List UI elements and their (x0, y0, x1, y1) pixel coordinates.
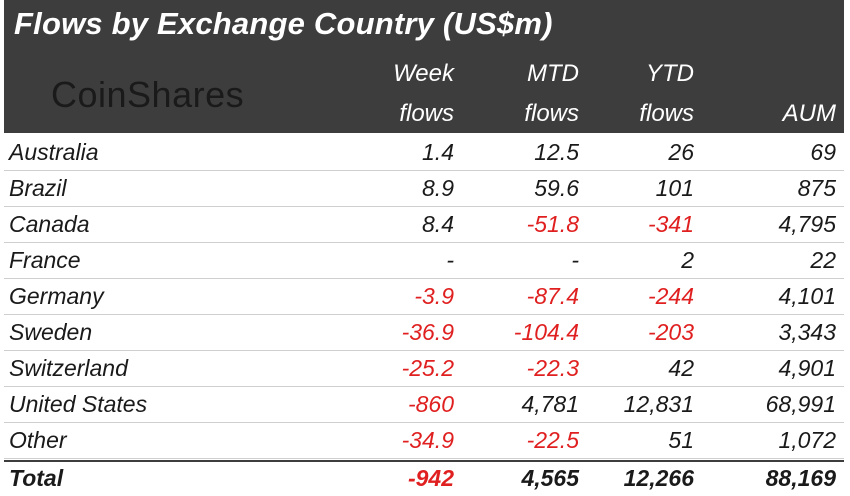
mtd-flows-cell: 4,781 (521, 391, 579, 417)
country-cell: Sweden (9, 319, 93, 345)
mtd-flows-cell: -104.4 (513, 319, 579, 345)
mtd-flows-cell: -87.4 (526, 283, 579, 309)
week-flows-cell: 1.4 (422, 139, 454, 165)
mtd-flows-cell: 12.5 (534, 139, 579, 165)
total-label: Total (9, 465, 64, 491)
country-cell: Switzerland (9, 355, 128, 381)
mtd-flows-cell: 59.6 (534, 175, 579, 201)
mtd-flows-cell: -51.8 (526, 211, 579, 237)
week-flows-cell: -36.9 (401, 319, 454, 345)
mtd-flows-cell: -22.3 (526, 355, 579, 381)
table-header: Flows by Exchange Country (US$m) CoinSha… (4, 0, 844, 133)
country-cell: Other (9, 427, 67, 453)
table-row: Brazil 8.9 59.6 101 875 (4, 171, 844, 207)
total-mtd: 4,565 (521, 465, 579, 491)
week-flows-cell: 8.4 (422, 211, 454, 237)
ytd-flows-cell: -341 (647, 211, 694, 237)
total-row: Total -942 4,565 12,266 88,169 (4, 460, 844, 496)
week-header-line2: flows (399, 100, 454, 127)
ytd-flows-cell: 42 (668, 355, 694, 381)
week-flows-cell: -34.9 (401, 427, 454, 453)
ytd-flows-cell: 12,831 (623, 391, 694, 417)
table-title: Flows by Exchange Country (US$m) (14, 6, 553, 41)
table-row: Australia 1.4 12.5 26 69 (4, 135, 844, 171)
ytd-flows-cell: -203 (647, 319, 694, 345)
country-cell: Brazil (9, 175, 67, 201)
table-row: France - -2 22 (4, 243, 844, 279)
mtd-flows-cell: -22.5 (526, 427, 579, 453)
aum-header: AUM (782, 100, 836, 127)
table-row: United States -860 4,781 12,831 68,991 (4, 387, 844, 423)
ytd-flows-cell: -244 (647, 283, 694, 309)
aum-cell: 68,991 (765, 391, 836, 417)
ytd-flows-cell: 101 (655, 175, 694, 201)
country-cell: France (9, 247, 81, 273)
week-header-line1: Week (393, 60, 454, 87)
ytd-flows-cell: 51 (668, 427, 694, 453)
aum-cell: 69 (810, 139, 836, 165)
week-flows-cell: -3.9 (414, 283, 454, 309)
table-row: Germany -3.9 -87.4 -244 4,101 (4, 279, 844, 315)
table-row: Sweden -36.9 -104.4 -203 3,343 (4, 315, 844, 351)
mtd-flows-cell: - (571, 247, 579, 273)
aum-cell: 3,343 (778, 319, 836, 345)
ytd-flows-cell: 2 (681, 247, 694, 273)
coinshares-logo: CoinShares (51, 74, 245, 115)
mtd-header-line2: flows (524, 100, 579, 127)
week-flows-cell: -860 (407, 391, 454, 417)
total-ytd: 12,266 (623, 465, 694, 491)
mtd-header-line1: MTD (527, 60, 579, 87)
country-cell: Germany (9, 283, 104, 309)
week-flows-cell: -25.2 (401, 355, 454, 381)
aum-cell: 4,101 (778, 283, 836, 309)
total-week: -942 (407, 465, 454, 491)
aum-cell: 875 (797, 175, 836, 201)
table-row: Canada 8.4 -51.8 -341 4,795 (4, 207, 844, 243)
country-cell: Australia (9, 139, 99, 165)
aum-cell: 22 (810, 247, 836, 273)
country-cell: United States (9, 391, 148, 417)
aum-cell: 4,901 (778, 355, 836, 381)
ytd-header-line1: YTD (646, 60, 694, 87)
table-row: Other -34.9 -22.5 51 1,072 (4, 423, 844, 459)
table-row: Switzerland -25.2 -22.3 42 4,901 (4, 351, 844, 387)
aum-cell: 4,795 (778, 211, 836, 237)
ytd-flows-cell: 26 (668, 139, 694, 165)
week-flows-cell: - (446, 247, 454, 273)
total-aum: 88,169 (765, 465, 836, 491)
aum-cell: 1,072 (778, 427, 836, 453)
week-flows-cell: 8.9 (422, 175, 454, 201)
country-cell: Canada (9, 211, 90, 237)
ytd-header-line2: flows (639, 100, 694, 127)
